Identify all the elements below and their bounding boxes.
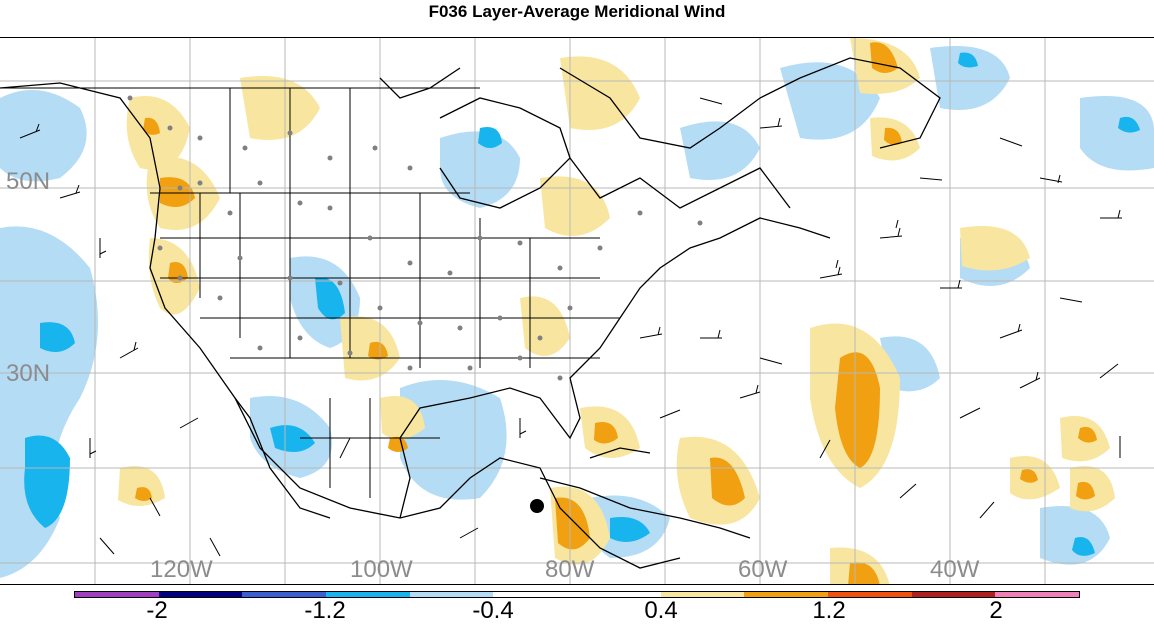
colorbar-label: -2	[146, 597, 168, 624]
colorbar-swatch	[744, 592, 829, 597]
colorbar-label: 1.2	[812, 597, 846, 624]
colorbar-swatch	[242, 592, 327, 597]
observation-points	[127, 95, 703, 381]
colorbar-swatch	[660, 592, 745, 597]
positive-wind-core	[135, 42, 1097, 584]
colorbar-swatch	[911, 592, 996, 597]
lon-label-80w: 80W	[545, 556, 595, 583]
lon-label-40w: 40W	[930, 556, 980, 583]
map-canvas	[0, 38, 1154, 584]
lon-label-60w: 60W	[738, 556, 788, 583]
colorbar-swatch	[493, 592, 578, 597]
colorbar	[74, 591, 1080, 598]
colorbar-label: -0.4	[472, 597, 514, 624]
lat-label-30n: 30N	[6, 360, 51, 387]
political-borders	[0, 87, 620, 498]
storm-center-marker	[530, 499, 544, 513]
colorbar-swatch	[995, 592, 1080, 597]
colorbar-swatch	[326, 592, 410, 597]
colorbar-label: -1.2	[304, 597, 346, 624]
colorbar-swatch	[409, 592, 494, 597]
colorbar-swatch	[577, 592, 661, 597]
chart-title: F036 Layer-Average Meridional Wind	[428, 2, 726, 21]
graticule	[0, 38, 1154, 584]
wind-barbs	[19, 97, 1122, 557]
colorbar-swatch	[828, 592, 912, 597]
map-panel	[0, 37, 1154, 585]
colorbar-swatch	[75, 592, 159, 597]
colorbar-label: 2	[989, 597, 1003, 624]
negative-wind-core	[24, 52, 1140, 556]
lon-label-100w: 100W	[350, 556, 413, 583]
coastlines	[0, 57, 941, 569]
colorbar-swatch	[158, 592, 243, 597]
lat-label-50n: 50N	[6, 168, 51, 195]
colorbar-label: 0.4	[644, 597, 678, 624]
lon-label-120w: 120W	[150, 556, 213, 583]
